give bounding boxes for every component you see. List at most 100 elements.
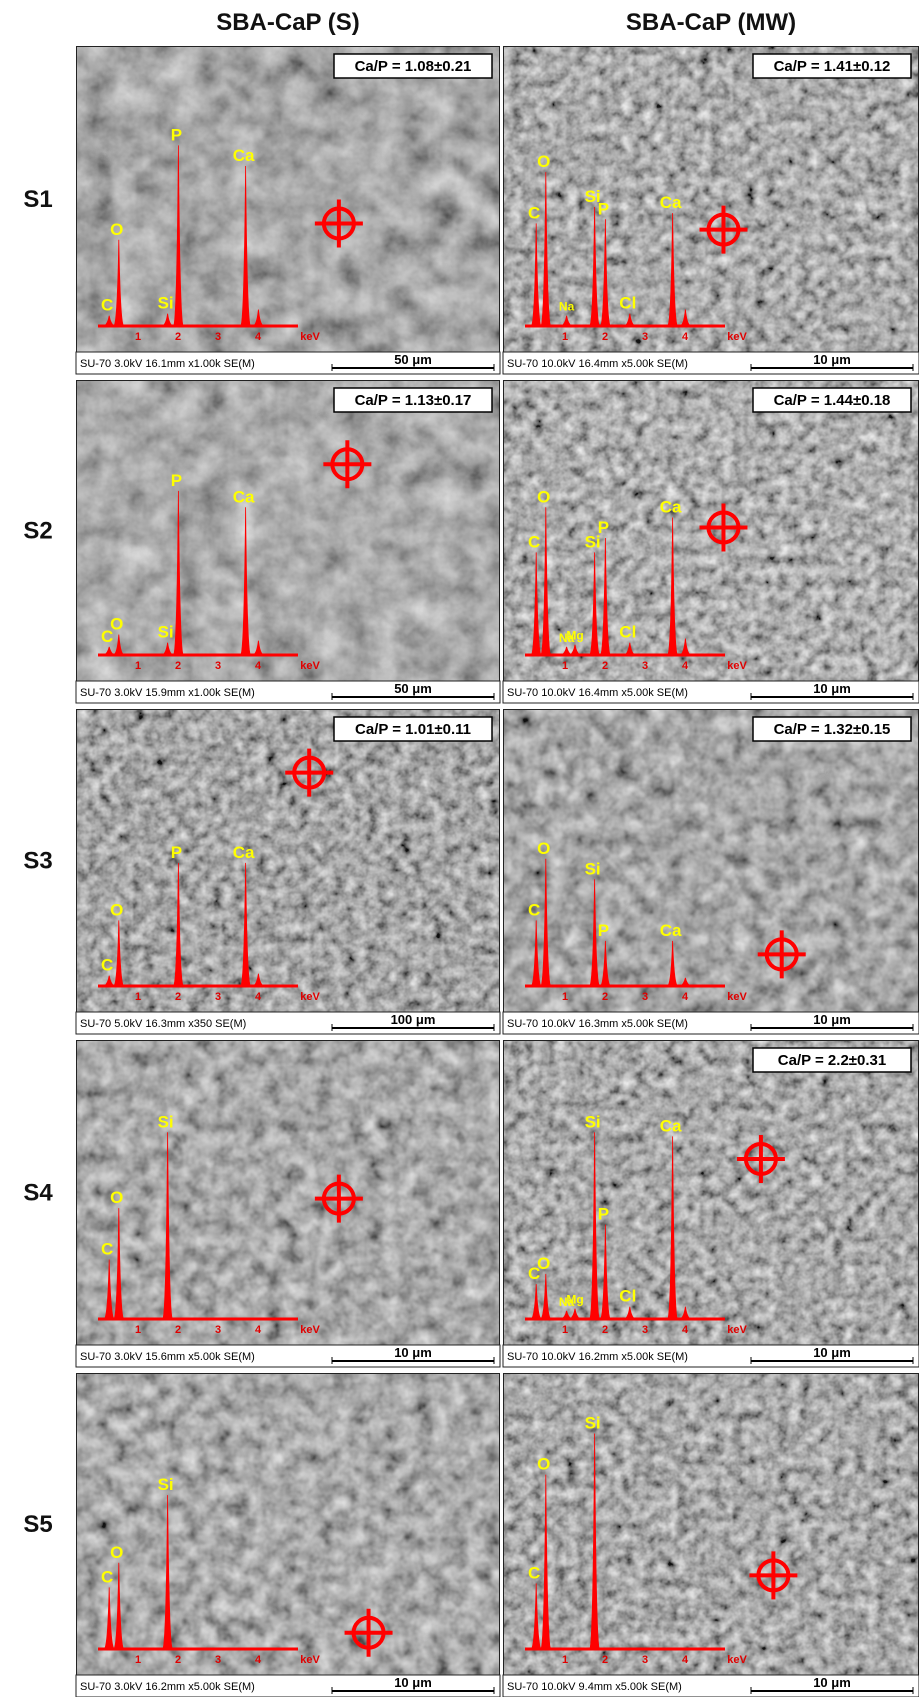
energy-tick-label: 1 bbox=[135, 1654, 141, 1666]
row-label: S5 bbox=[23, 1511, 52, 1538]
energy-tick-label: 1 bbox=[562, 1654, 568, 1666]
energy-tick-label: 3 bbox=[215, 660, 221, 672]
ratio-label: Ca/P = 1.32±0.15 bbox=[774, 721, 891, 738]
energy-tick-label: 4 bbox=[255, 991, 262, 1003]
element-label: Ca bbox=[660, 193, 682, 212]
energy-unit: keV bbox=[727, 1324, 747, 1336]
energy-tick-label: 2 bbox=[602, 1654, 608, 1666]
energy-tick-label: 3 bbox=[642, 1324, 648, 1336]
element-label: P bbox=[598, 518, 609, 537]
element-label: O bbox=[537, 487, 550, 506]
energy-tick-label: 2 bbox=[602, 660, 608, 672]
element-label: Si bbox=[158, 623, 174, 642]
element-label: C bbox=[101, 1239, 113, 1258]
element-label: Ca bbox=[233, 843, 255, 862]
energy-tick-label: 1 bbox=[135, 1324, 141, 1336]
ratio-label: Ca/P = 1.01±0.11 bbox=[355, 721, 471, 738]
sem-info: SU-70 10.0kV 16.2mm x5.00k SE(M) bbox=[507, 1351, 688, 1363]
energy-tick-label: 2 bbox=[602, 331, 608, 343]
energy-tick-label: 3 bbox=[215, 1654, 221, 1666]
energy-tick-label: 4 bbox=[682, 660, 689, 672]
scale-label: 100 μm bbox=[391, 1012, 436, 1027]
element-label: C bbox=[101, 296, 113, 315]
energy-tick-label: 4 bbox=[682, 1324, 689, 1336]
energy-tick-label: 3 bbox=[642, 660, 648, 672]
element-label: Cl bbox=[619, 623, 636, 642]
element-label: C bbox=[528, 1563, 540, 1582]
sem-info: SU-70 10.0kV 16.4mm x5.00k SE(M) bbox=[507, 358, 688, 370]
energy-unit: keV bbox=[727, 1654, 747, 1666]
energy-unit: keV bbox=[300, 331, 320, 343]
sem-image bbox=[76, 709, 500, 1012]
element-label: P bbox=[171, 471, 182, 490]
energy-unit: keV bbox=[300, 1654, 320, 1666]
sem-panel: SU-70 10.0kV 16.4mm x5.00k SE(M)10 μmCa/… bbox=[503, 46, 919, 374]
ratio-label: Ca/P = 1.44±0.18 bbox=[774, 392, 891, 409]
energy-tick-label: 3 bbox=[642, 1654, 648, 1666]
element-label: Si bbox=[585, 1414, 601, 1433]
sem-info: SU-70 3.0kV 16.2mm x5.00k SE(M) bbox=[80, 1681, 255, 1693]
energy-tick-label: 4 bbox=[682, 331, 689, 343]
energy-tick-label: 1 bbox=[562, 991, 568, 1003]
energy-tick-label: 4 bbox=[255, 660, 262, 672]
sem-info: SU-70 10.0kV 9.4mm x5.00k SE(M) bbox=[507, 1681, 682, 1693]
energy-tick-label: 3 bbox=[215, 991, 221, 1003]
energy-unit: keV bbox=[300, 991, 320, 1003]
sem-panel: SU-70 10.0kV 16.2mm x5.00k SE(M)10 μmCa/… bbox=[503, 1040, 919, 1367]
sem-image bbox=[76, 46, 500, 352]
row-label: S4 bbox=[23, 1180, 53, 1207]
sem-image bbox=[76, 380, 500, 681]
element-label: Si bbox=[158, 294, 174, 313]
element-label: C bbox=[101, 956, 113, 975]
sem-panel: SU-70 3.0kV 15.9mm x1.00k SE(M)50 μmCa/P… bbox=[76, 380, 500, 703]
element-label: Si bbox=[158, 1475, 174, 1494]
element-label: P bbox=[598, 199, 609, 218]
element-label: O bbox=[537, 1455, 550, 1474]
element-label: O bbox=[537, 152, 550, 171]
energy-tick-label: 4 bbox=[255, 1324, 262, 1336]
energy-unit: keV bbox=[727, 331, 747, 343]
ratio-label: Ca/P = 1.08±0.21 bbox=[355, 58, 472, 75]
element-label: P bbox=[598, 1205, 609, 1224]
element-label: Ca bbox=[660, 1116, 682, 1135]
sem-image bbox=[76, 1373, 500, 1675]
sem-panel: SU-70 5.0kV 16.3mm x350 SE(M)100 μmCa/P … bbox=[76, 709, 500, 1034]
row-label: S2 bbox=[23, 518, 52, 545]
scale-label: 10 μm bbox=[813, 352, 851, 367]
scale-label: 10 μm bbox=[813, 1345, 851, 1360]
energy-tick-label: 3 bbox=[215, 331, 221, 343]
energy-unit: keV bbox=[727, 660, 747, 672]
energy-tick-label: 4 bbox=[255, 331, 262, 343]
energy-unit: keV bbox=[727, 991, 747, 1003]
element-label: Cl bbox=[619, 294, 636, 313]
energy-unit: keV bbox=[300, 1324, 320, 1336]
sem-image bbox=[76, 1040, 500, 1345]
row-label: S3 bbox=[23, 848, 52, 875]
scale-label: 10 μm bbox=[394, 1345, 432, 1360]
sem-info: SU-70 10.0kV 16.4mm x5.00k SE(M) bbox=[507, 687, 688, 699]
element-label: O bbox=[537, 1254, 550, 1273]
element-label: C bbox=[528, 203, 540, 222]
scale-label: 10 μm bbox=[394, 1675, 432, 1690]
element-label: Si bbox=[585, 859, 601, 878]
energy-tick-label: 2 bbox=[175, 331, 181, 343]
figure: SBA-CaP (S) SBA-CaP (MW) S1SU-70 3.0kV 1… bbox=[0, 0, 919, 1697]
energy-tick-label: 3 bbox=[215, 1324, 221, 1336]
energy-tick-label: 1 bbox=[135, 660, 141, 672]
sem-info: SU-70 3.0kV 15.9mm x1.00k SE(M) bbox=[80, 687, 255, 699]
energy-tick-label: 3 bbox=[642, 991, 648, 1003]
energy-tick-label: 3 bbox=[642, 331, 648, 343]
sem-panel: SU-70 10.0kV 16.3mm x5.00k SE(M)10 μmCa/… bbox=[503, 709, 919, 1034]
scale-label: 10 μm bbox=[813, 1675, 851, 1690]
energy-tick-label: 2 bbox=[175, 660, 181, 672]
energy-tick-label: 2 bbox=[175, 1654, 181, 1666]
sem-panel: SU-70 3.0kV 16.1mm x1.00k SE(M)50 μmCa/P… bbox=[76, 46, 500, 374]
element-label: Mg bbox=[566, 629, 583, 643]
element-label: Ca bbox=[233, 487, 255, 506]
sem-info: SU-70 3.0kV 15.6mm x5.00k SE(M) bbox=[80, 1351, 255, 1363]
element-label: P bbox=[171, 125, 182, 144]
element-label: O bbox=[537, 839, 550, 858]
